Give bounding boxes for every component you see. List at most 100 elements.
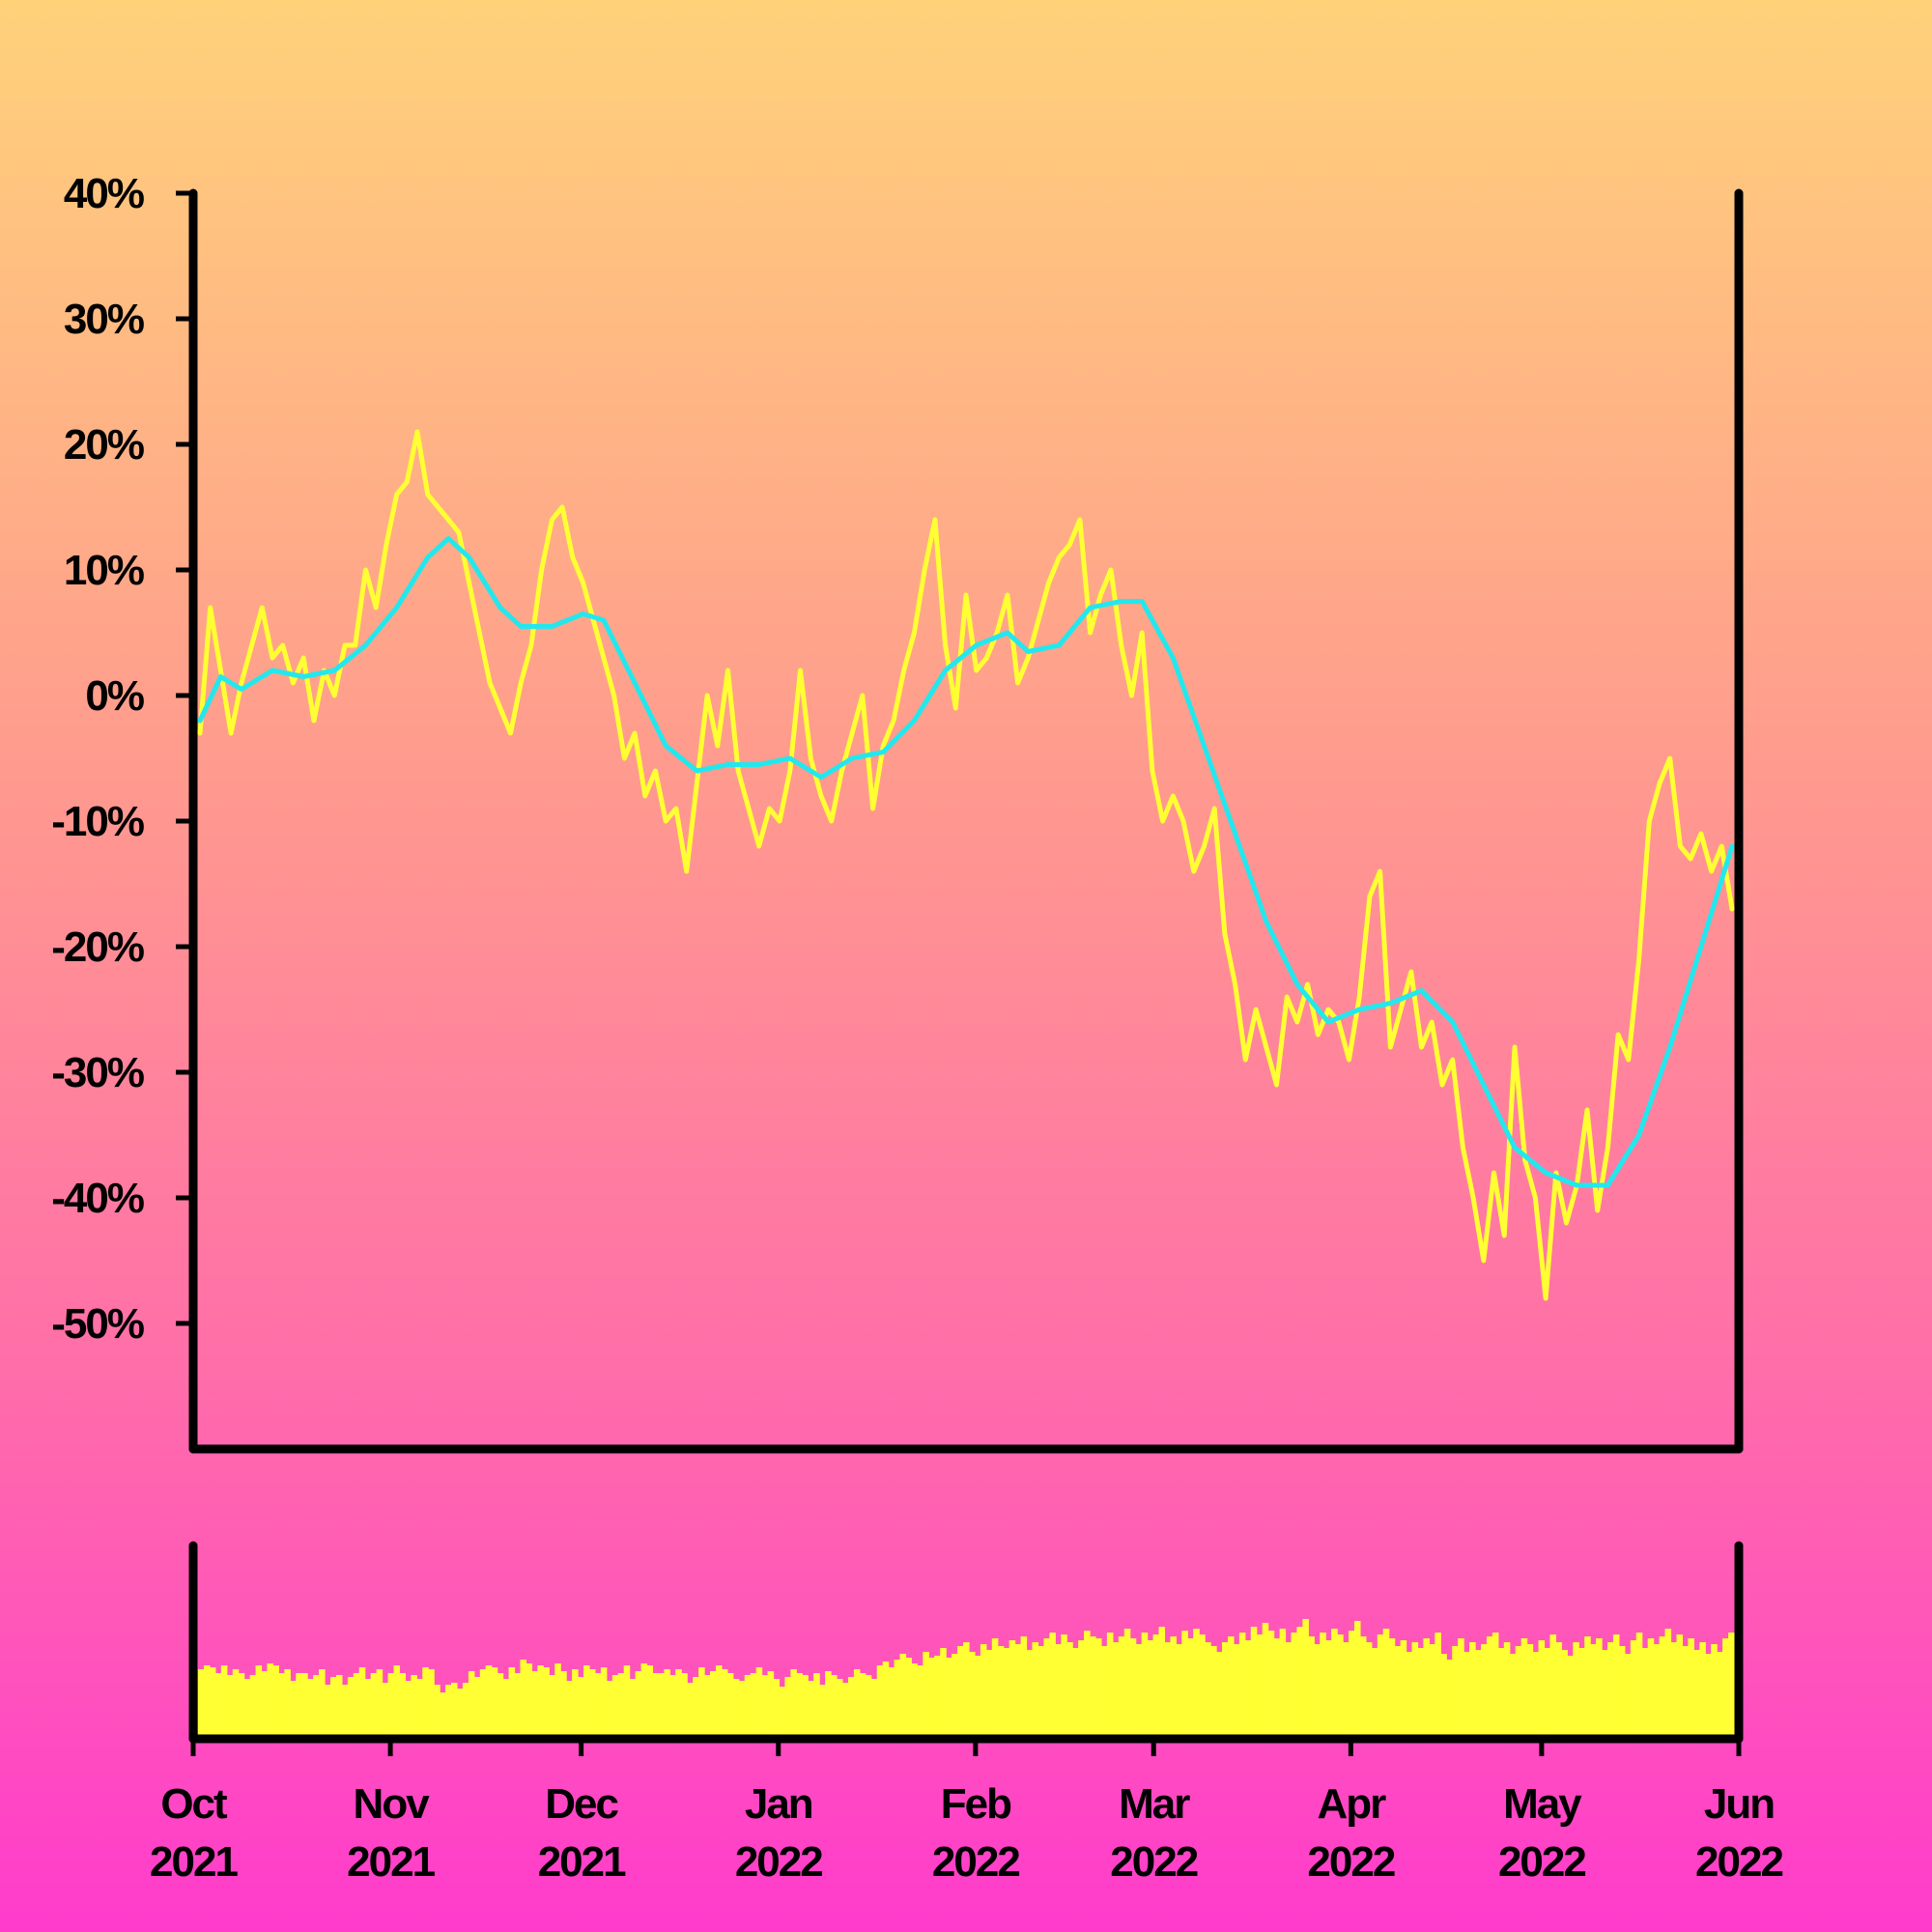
volume-bar [934,1656,941,1739]
x-tick-year: 2021 [347,1838,435,1886]
volume-bar [1722,1638,1729,1739]
volume-bar [451,1683,458,1739]
volume-bar [952,1654,958,1739]
volume-bar [1147,1640,1154,1739]
volume-bar [255,1665,263,1739]
volume-bar [1440,1654,1447,1739]
volume-bar [214,1673,222,1739]
volume-bar [1285,1642,1293,1739]
volume-bar [1066,1642,1073,1739]
volume-bar [1205,1642,1211,1739]
volume-bar [796,1673,803,1739]
volume-bar [319,1669,326,1739]
volume-bar [859,1673,867,1739]
volume-bar [1037,1646,1044,1739]
volume-bar [773,1679,781,1739]
volume-bar [1463,1652,1470,1739]
volume-bar [1578,1648,1585,1739]
volume-bar [940,1648,947,1739]
volume-bar [1078,1640,1085,1739]
volume-bar [1009,1640,1016,1739]
x-axis-ticks: Oct 2021 Nov 2021 Dec 2021 Jan 2022 Feb 2022 Mar 20… [150,1739,1784,1886]
volume-bar [1061,1634,1067,1739]
volume-bar [1222,1642,1229,1739]
x-tick-month: Jun [1704,1780,1774,1828]
volume-bar [1325,1640,1332,1739]
volume-bar [1291,1633,1298,1739]
volume-bar [882,1662,890,1739]
volume-bar [968,1652,976,1739]
volume-bar [1388,1638,1396,1739]
volume-bar [710,1671,717,1739]
volume-bar [1486,1636,1493,1739]
volume-bar [755,1667,763,1739]
volume-bar [243,1679,251,1739]
volume-bar [1094,1638,1102,1739]
volume-bar [514,1673,522,1739]
y-axis-ticks: 40% 30% 20% 10% 0% -10% -20% -30% -40% -50% [51,170,193,1348]
volume-bar [1164,1642,1172,1739]
volume-bar [997,1646,1005,1739]
volume-bar [1193,1629,1200,1739]
volume-bar [1411,1642,1419,1739]
volume-bar [991,1638,999,1739]
volume-bar [1055,1644,1062,1739]
volume-bar [808,1681,814,1739]
volume-bar [750,1673,757,1739]
volume-bar [1227,1636,1235,1739]
x-tick-month: Mar [1119,1780,1190,1828]
volume-bar [963,1642,970,1739]
y-tick-label: 30% [64,296,144,343]
volume-bar [329,1677,337,1739]
volume-bar [1509,1654,1517,1739]
volume-bar [1377,1634,1384,1739]
price-lines [197,429,1735,1301]
volume-bar [1331,1629,1338,1739]
volume-bar [382,1683,389,1739]
volume-bar [405,1681,412,1739]
x-tick-year: 2022 [735,1838,822,1886]
volume-bar [606,1681,613,1739]
volume-bar [1273,1638,1281,1739]
y-tick-label: -50% [51,1300,144,1348]
volume-bar [445,1685,452,1739]
volume-bar [549,1675,555,1739]
volume-bar [1688,1638,1694,1739]
volume-bar [422,1667,429,1739]
x-tick-year: 2022 [1498,1838,1585,1886]
price-panel: 40% 30% 20% 10% 0% -10% -20% -30% -40% -50% [51,170,1744,1454]
volume-bar [543,1667,550,1739]
volume-bar [301,1673,308,1739]
volume-bar [440,1692,446,1739]
volume-bar [813,1673,820,1739]
volume-bar [364,1679,372,1739]
volume-bar [1469,1642,1476,1739]
volume-bar [847,1677,855,1739]
volume-bar [646,1665,654,1739]
volume-bar [876,1665,884,1739]
volume-bar [588,1669,596,1739]
volume-bar [232,1669,240,1739]
volume-bar [802,1675,809,1739]
volume-bar [1664,1629,1672,1739]
volume-bar [1641,1648,1649,1739]
volume-bar [1072,1648,1079,1739]
volume-bar [1181,1631,1188,1739]
volume-bar [1337,1634,1344,1739]
volume-bar [1717,1652,1723,1739]
y-tick-label: 40% [64,170,144,217]
volume-bar [611,1675,619,1739]
volume-bar [473,1677,481,1739]
volume-bar [1659,1636,1666,1739]
volume-bar [520,1660,527,1739]
volume-bar [658,1673,665,1739]
volume-bar [526,1663,532,1739]
volume-bar [399,1673,406,1739]
volume-bar [1670,1642,1678,1739]
volume-bar [1584,1636,1591,1739]
volume-bar [715,1665,723,1739]
volume-bar [1497,1648,1505,1739]
x-tick-month: May [1503,1780,1582,1828]
volume-bar [497,1673,504,1739]
x-tick-year: 2021 [538,1838,626,1886]
